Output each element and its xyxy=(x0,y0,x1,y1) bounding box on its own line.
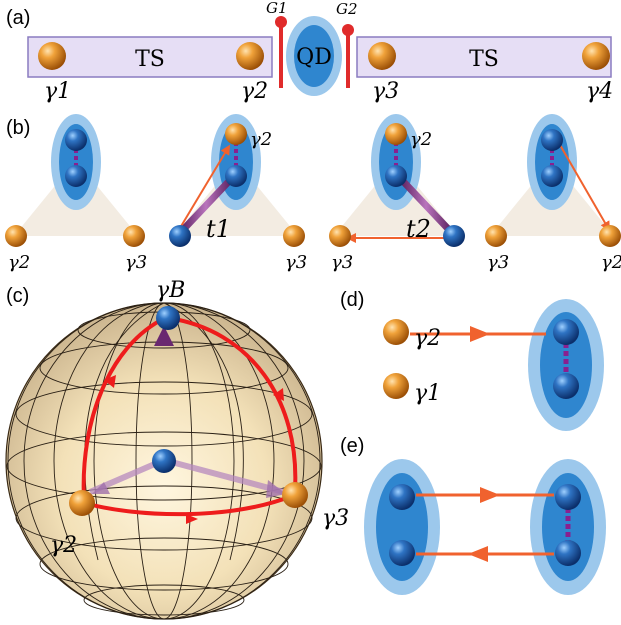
gamma3-label: γ3 xyxy=(331,252,353,273)
gamma2-label: γ2 xyxy=(50,533,77,558)
gamma3-label: γ3 xyxy=(322,506,349,531)
quantum-dot-inner xyxy=(294,25,334,87)
electron-top xyxy=(65,129,87,151)
panel-d: (d) γ2 γ1 xyxy=(340,289,604,431)
sphere-grid xyxy=(6,302,322,620)
braid-step-3: γ2 t2 γ3 xyxy=(329,114,465,273)
electron-bottom xyxy=(541,165,563,187)
electron-left xyxy=(169,225,191,247)
left-ts-bar xyxy=(27,36,273,78)
gamma2-label: γ2 xyxy=(241,79,268,104)
path-arrow-bottom xyxy=(186,514,198,524)
majorana-gamma2 xyxy=(69,490,95,516)
gamma1-label: γ1 xyxy=(44,79,71,104)
left-ts-label: TS xyxy=(135,47,165,72)
majorana-right xyxy=(599,225,621,247)
left-electron-bottom xyxy=(389,540,415,566)
gamma4-label: γ4 xyxy=(586,79,613,104)
braid-step-2: γ2 t1 γ3 xyxy=(169,114,307,273)
coupling-t1 xyxy=(176,174,236,237)
vector-gamma2-head xyxy=(92,482,110,494)
move-arrow xyxy=(555,137,611,232)
majorana-gamma1 xyxy=(383,373,409,399)
gamma1-label: γ1 xyxy=(414,381,441,406)
path-left xyxy=(81,316,166,501)
panel-d-label: (d) xyxy=(340,289,364,311)
tunnel-arrow-head xyxy=(470,326,490,342)
majorana-gamma3 xyxy=(368,42,396,70)
right-ts-bar xyxy=(356,36,612,78)
vector-gamma3-head xyxy=(266,480,286,498)
braid-path xyxy=(81,316,298,517)
panel-a-label: (a) xyxy=(6,7,30,29)
panel-b: (b) γ2 γ3 γ2 t1 γ xyxy=(5,114,621,273)
upper-arrow-head xyxy=(480,487,500,503)
panel-a: (a) TS TS γ1 γ2 γ3 γ4 QD G1 G2 xyxy=(6,0,613,104)
vector-gamma3 xyxy=(163,457,285,495)
majorana-top xyxy=(225,123,247,145)
majorana-top xyxy=(385,123,407,145)
majorana-left xyxy=(329,225,351,247)
north-electron xyxy=(156,306,180,330)
right-electron-top xyxy=(555,484,581,510)
gamma3-label: γ3 xyxy=(372,79,399,104)
majorana-right xyxy=(123,225,145,247)
gate2-label: G2 xyxy=(336,0,358,18)
qd-label: QD xyxy=(296,45,332,70)
right-ts-label: TS xyxy=(469,47,499,72)
electron-top xyxy=(541,129,563,151)
gate2-knob xyxy=(342,24,354,36)
left-electron-top xyxy=(389,484,415,510)
t1-label: t1 xyxy=(206,215,231,243)
gamma3-label: γ3 xyxy=(487,252,509,273)
electron-bottom xyxy=(385,165,407,187)
right-electron-bottom xyxy=(555,540,581,566)
dot-inner xyxy=(540,312,592,418)
vector-gammaB-head xyxy=(154,326,174,346)
path-arrow-right xyxy=(273,388,284,401)
panel-e: (e) xyxy=(340,435,606,595)
panel-c: (c) xyxy=(5,278,349,620)
path-arrow-left xyxy=(104,375,116,388)
gamma2-label: γ2 xyxy=(601,252,621,273)
gate1-knob xyxy=(275,16,287,28)
gamma2-label: γ2 xyxy=(8,252,30,273)
move-arrow xyxy=(179,144,231,229)
majorana-left xyxy=(485,225,507,247)
gamma2-label: γ2 xyxy=(410,129,432,150)
majorana-gamma3 xyxy=(282,482,308,508)
coupling-t2 xyxy=(396,174,456,237)
majorana-gamma2 xyxy=(236,42,264,70)
panel-b-label: (b) xyxy=(6,117,30,139)
majorana-gamma4 xyxy=(582,42,610,70)
majorana-right xyxy=(283,225,305,247)
panel-c-label: (c) xyxy=(6,285,29,307)
majorana-gamma2 xyxy=(383,319,409,345)
gamma3-label: γ3 xyxy=(125,252,147,273)
gamma3-label: γ3 xyxy=(285,252,307,273)
path-right xyxy=(167,316,298,491)
t2-label: t2 xyxy=(406,215,431,243)
gamma2-label: γ2 xyxy=(414,326,441,351)
panel-e-label: (e) xyxy=(340,435,364,457)
electron-top xyxy=(553,319,579,345)
braid-step-1: γ2 γ3 xyxy=(5,114,147,273)
lower-arrow-head xyxy=(468,546,488,562)
electron-bottom xyxy=(225,165,247,187)
electron-bottom xyxy=(65,165,87,187)
path-bottom xyxy=(83,494,293,517)
braid-step-4: γ3 γ2 xyxy=(485,114,621,273)
gamma2-label: γ2 xyxy=(250,129,272,150)
majorana-gamma1 xyxy=(38,42,66,70)
gammaB-label: γB xyxy=(156,278,185,303)
electron-right xyxy=(443,225,465,247)
majorana-left xyxy=(5,225,27,247)
center-electron xyxy=(152,449,176,473)
left-dot-inner xyxy=(376,473,428,581)
electron-bottom xyxy=(553,373,579,399)
gate1-label: G1 xyxy=(266,0,288,17)
